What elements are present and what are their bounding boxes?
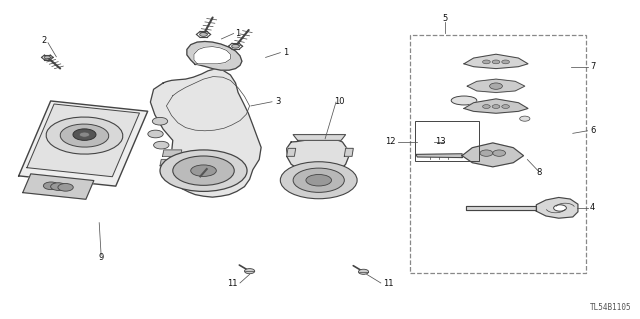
Text: TL54B1105: TL54B1105 bbox=[590, 303, 632, 312]
Text: 11: 11 bbox=[383, 279, 393, 288]
Circle shape bbox=[520, 116, 530, 121]
Polygon shape bbox=[462, 143, 524, 167]
Circle shape bbox=[154, 141, 169, 149]
Polygon shape bbox=[150, 69, 261, 197]
Ellipse shape bbox=[173, 156, 234, 185]
Text: 2: 2 bbox=[41, 36, 46, 45]
Ellipse shape bbox=[191, 165, 216, 176]
Circle shape bbox=[483, 105, 490, 108]
Circle shape bbox=[58, 183, 73, 191]
Circle shape bbox=[200, 33, 207, 36]
Polygon shape bbox=[466, 206, 536, 210]
Text: 7: 7 bbox=[590, 63, 595, 71]
Ellipse shape bbox=[451, 96, 477, 105]
Polygon shape bbox=[163, 150, 182, 156]
Circle shape bbox=[44, 182, 59, 189]
Polygon shape bbox=[467, 79, 525, 93]
Ellipse shape bbox=[160, 150, 247, 191]
Polygon shape bbox=[194, 47, 230, 64]
Text: 6: 6 bbox=[590, 126, 595, 135]
Ellipse shape bbox=[46, 117, 123, 154]
Polygon shape bbox=[287, 148, 296, 156]
Polygon shape bbox=[287, 138, 349, 174]
Circle shape bbox=[244, 269, 255, 274]
Polygon shape bbox=[23, 174, 94, 199]
Circle shape bbox=[44, 56, 51, 59]
Polygon shape bbox=[166, 169, 186, 175]
Circle shape bbox=[480, 150, 493, 156]
Circle shape bbox=[492, 105, 500, 108]
Circle shape bbox=[152, 117, 168, 125]
Text: 9: 9 bbox=[99, 253, 104, 262]
Ellipse shape bbox=[293, 168, 344, 192]
Text: 3: 3 bbox=[275, 97, 280, 106]
Circle shape bbox=[554, 205, 566, 211]
Circle shape bbox=[502, 105, 509, 108]
Circle shape bbox=[148, 130, 163, 138]
Bar bbox=[410, 35, 586, 273]
Circle shape bbox=[483, 60, 490, 64]
Circle shape bbox=[502, 60, 509, 64]
Text: 4: 4 bbox=[590, 204, 595, 212]
Circle shape bbox=[490, 83, 502, 89]
Text: 1: 1 bbox=[236, 29, 241, 38]
Text: 5: 5 bbox=[442, 14, 447, 23]
Polygon shape bbox=[536, 197, 578, 218]
Text: 8: 8 bbox=[536, 168, 541, 177]
Polygon shape bbox=[19, 101, 148, 186]
Polygon shape bbox=[464, 54, 528, 69]
Polygon shape bbox=[464, 99, 528, 113]
Bar bbox=[415, 121, 479, 161]
Circle shape bbox=[73, 129, 96, 140]
Ellipse shape bbox=[280, 162, 357, 199]
Polygon shape bbox=[187, 41, 242, 70]
Text: 13: 13 bbox=[435, 137, 446, 146]
Circle shape bbox=[51, 183, 66, 190]
Circle shape bbox=[492, 60, 500, 64]
Circle shape bbox=[493, 150, 506, 156]
Circle shape bbox=[232, 44, 239, 48]
Polygon shape bbox=[293, 135, 346, 140]
Ellipse shape bbox=[60, 124, 109, 147]
Ellipse shape bbox=[306, 174, 332, 186]
Text: 12: 12 bbox=[385, 137, 396, 146]
Polygon shape bbox=[416, 154, 462, 158]
Circle shape bbox=[79, 132, 90, 137]
Polygon shape bbox=[344, 148, 353, 156]
Text: 10: 10 bbox=[334, 97, 344, 106]
Polygon shape bbox=[27, 104, 140, 177]
Text: 1: 1 bbox=[283, 48, 288, 57]
Circle shape bbox=[358, 269, 369, 274]
Polygon shape bbox=[160, 160, 179, 166]
Text: 11: 11 bbox=[228, 279, 238, 288]
